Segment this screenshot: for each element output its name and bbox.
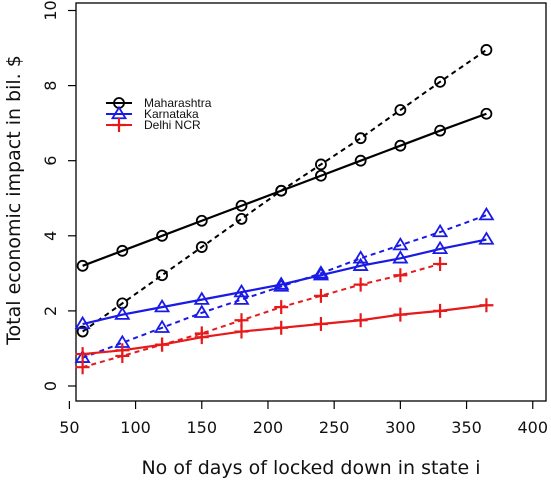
delhi-ncr-dashed-point	[155, 337, 170, 352]
y-tick-label: 6	[41, 156, 60, 166]
karnataka-solid-point	[392, 250, 409, 264]
maharashtra-solid-point	[116, 244, 129, 257]
maharashtra-dashed-point	[235, 212, 248, 225]
karnataka-solid-point	[193, 291, 210, 305]
x-tick-label: 250	[319, 418, 350, 437]
x-tick-label: 150	[187, 418, 218, 437]
karnataka-dashed-point	[431, 223, 449, 238]
delhi-ncr-solid-point	[479, 298, 494, 313]
x-tick-label: 400	[517, 418, 548, 437]
plot-frame	[75, 2, 547, 402]
x-tick-label: 200	[253, 418, 284, 437]
x-tick-label: 350	[451, 418, 482, 437]
delhi-ncr-solid-point	[274, 320, 289, 335]
delhi-ncr-dashed-point	[393, 268, 408, 283]
delhi-ncr-dashed-point	[353, 277, 368, 292]
karnataka-dashed-point	[153, 319, 171, 333]
karnataka-dashed-point	[273, 278, 290, 292]
maharashtra-solid-point	[394, 139, 407, 152]
maharashtra-solid-point	[235, 199, 248, 212]
maharashtra-solid-point	[195, 214, 208, 227]
legend-label-delhi-ncr: Delhi NCR	[144, 118, 201, 132]
delhi-ncr-dashed-point	[274, 300, 289, 315]
x-tick-label: 50	[59, 418, 79, 437]
karnataka-solid-point	[273, 276, 290, 290]
maharashtra-solid-point	[315, 169, 327, 182]
series-layer	[74, 44, 495, 375]
x-tick-label: 300	[385, 418, 416, 437]
y-tick-label: 8	[41, 81, 60, 91]
karnataka-solid-point	[431, 240, 449, 255]
delhi-ncr-solid-line	[82, 304, 487, 356]
karnataka-solid-point	[312, 266, 330, 281]
delhi-ncr-solid-point	[393, 307, 408, 322]
karnataka-solid-line	[82, 238, 487, 326]
karnataka-dashed-point	[478, 206, 495, 221]
karnataka-dashed-point	[233, 291, 250, 305]
maharashtra-solid-point	[354, 154, 367, 167]
delhi-ncr-solid-point	[433, 303, 448, 318]
legend-label-karnataka: Karnataka	[144, 107, 199, 121]
y-tick-label: 10	[41, 0, 60, 20]
maharashtra-solid-point	[76, 259, 89, 272]
legend-label-maharashtra: Maharashtra	[144, 96, 212, 110]
delhi-ncr-dashed-point	[433, 256, 448, 271]
karnataka-solid-point	[478, 231, 495, 245]
maharashtra-dashed-point	[315, 158, 327, 171]
karnataka-dashed-point	[193, 304, 210, 318]
karnataka-dashed-line	[82, 214, 487, 359]
karnataka-solid-point	[74, 315, 91, 330]
y-axis: 0 2 4 6 8 10	[41, 0, 76, 391]
karnataka-dashed-point	[312, 265, 330, 279]
legend-marker-delhi-ncr	[112, 118, 126, 132]
maharashtra-dashed-point	[394, 104, 407, 116]
delhi-ncr-dashed-point	[234, 313, 249, 328]
maharashtra-dashed-point	[354, 132, 367, 145]
y-tick-label: 0	[41, 381, 60, 391]
maharashtra-dashed-point	[156, 269, 168, 282]
maharashtra-solid-point	[156, 229, 168, 242]
delhi-ncr-solid-point	[353, 313, 368, 328]
maharashtra-dashed-point	[195, 241, 208, 253]
maharashtra-dashed-line	[82, 49, 487, 333]
delhi-ncr-dashed-point	[115, 348, 130, 363]
karnataka-solid-point	[114, 306, 131, 320]
karnataka-solid-point	[153, 298, 171, 313]
maharashtra-dashed-point	[434, 75, 446, 88]
x-axis-title: No of days of locked down in state i	[141, 457, 480, 479]
karnataka-solid-point	[352, 257, 369, 271]
y-tick-label: 2	[41, 306, 60, 316]
delhi-ncr-dashed-point	[194, 326, 209, 341]
delhi-ncr-solid-point	[313, 317, 328, 332]
legend-marker-karnataka	[110, 105, 128, 120]
y-tick-label: 4	[41, 231, 60, 241]
delhi-ncr-dashed-point	[75, 360, 90, 375]
karnataka-dashed-point	[392, 236, 409, 251]
maharashtra-solid-point	[480, 107, 493, 120]
maharashtra-dashed-point	[275, 184, 288, 197]
y-axis-title: Total economic impact in bil. $	[3, 55, 25, 346]
maharashtra-solid-point	[434, 124, 446, 137]
maharashtra-dashed-point	[76, 325, 89, 338]
delhi-ncr-dashed-point	[313, 288, 328, 303]
karnataka-dashed-point	[352, 250, 369, 264]
maharashtra-dashed-point	[480, 44, 493, 56]
x-axis: 50 100 150 200 250 300 350 400	[59, 401, 548, 437]
x-tick-label: 100	[120, 418, 151, 437]
karnataka-solid-point	[233, 283, 250, 298]
delhi-ncr-dashed-line	[82, 262, 441, 369]
delhi-ncr-solid-point	[75, 347, 90, 362]
maharashtra-solid-line	[82, 112, 487, 267]
